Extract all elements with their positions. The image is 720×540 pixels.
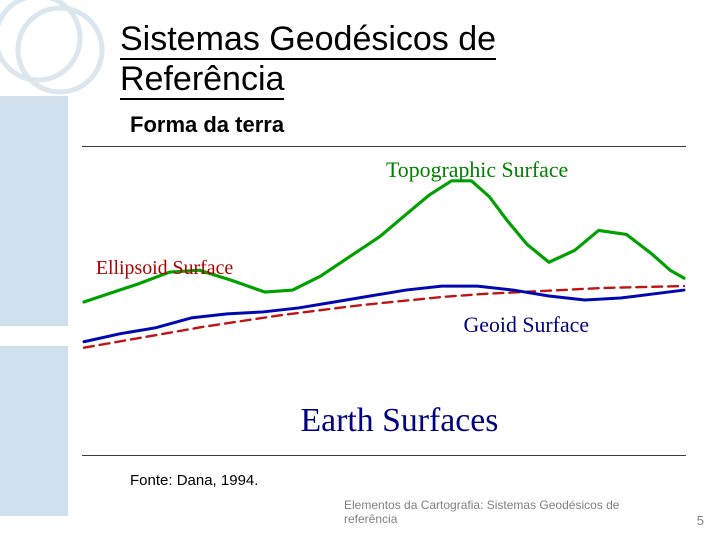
page-number: 5 (697, 513, 704, 528)
topographic-curve (84, 181, 684, 302)
title-line2: Referência (120, 60, 284, 98)
slide: Sistemas Geodésicos de Referência Forma … (0, 0, 720, 540)
geoid-label: Geoid Surface (463, 313, 589, 337)
earth-surfaces-diagram: Topographic Surface Ellipsoid Surface Geoi… (82, 146, 686, 456)
subtitle: Forma da terra (130, 112, 284, 138)
geoid-curve (84, 286, 684, 342)
ellipsoid-curve (84, 286, 684, 348)
footer-text: Elementos da Cartografia: Sistemas Geodé… (344, 498, 664, 527)
rings-icon (0, 0, 108, 108)
title-line1: Sistemas Geodésicos de (120, 20, 496, 58)
topographic-label: Topographic Surface (386, 158, 568, 182)
ellipsoid-label: Ellipsoid Surface (96, 257, 234, 279)
diagram-svg: Topographic Surface Ellipsoid Surface Geoi… (82, 147, 686, 455)
page-title: Sistemas Geodésicos de Referência (120, 20, 680, 100)
decor-band-2 (0, 346, 68, 516)
source-citation: Fonte: Dana, 1994. (130, 472, 258, 489)
caption-label: Earth Surfaces (301, 402, 499, 439)
decor-band-1 (0, 96, 68, 326)
